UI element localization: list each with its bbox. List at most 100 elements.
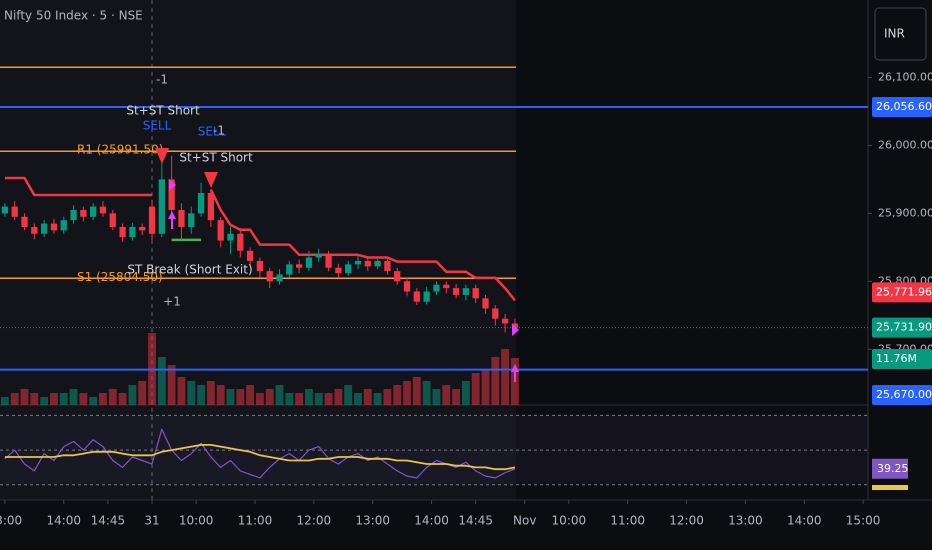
- volume-bar: [30, 393, 39, 405]
- volume-bar: [167, 365, 176, 405]
- volume-bar: [452, 389, 460, 405]
- sell-marker: [155, 148, 169, 164]
- candle-body: [197, 192, 205, 214]
- volume-bar: [236, 389, 245, 405]
- volume-bar: [501, 349, 510, 405]
- volume-bar: [461, 381, 470, 405]
- volume-bar: [481, 369, 490, 405]
- volume-bar: [305, 389, 313, 405]
- volume-bar: [40, 397, 49, 405]
- candle-body: [217, 220, 224, 241]
- chart-title: Nifty 50 Index · 5 · NSE: [4, 9, 143, 23]
- candle-body: [178, 209, 185, 227]
- candle-body: [168, 179, 175, 210]
- volume-bar: [275, 385, 284, 405]
- x-tick-label: 14:00: [414, 514, 449, 528]
- volume-bar: [412, 377, 421, 405]
- volume-bar: [344, 385, 353, 405]
- candle-body: [482, 298, 489, 309]
- candle-body: [305, 257, 313, 268]
- volume-bar: [128, 385, 137, 405]
- x-tick-label: 11:00: [610, 514, 645, 528]
- volume-bar: [197, 385, 205, 405]
- volume-bar: [363, 389, 372, 405]
- entry-marker: [511, 364, 519, 382]
- candle-body: [266, 271, 273, 282]
- x-tick-label: Nov: [513, 514, 536, 528]
- x-tick-label: 12:00: [669, 514, 704, 528]
- annotation: +1: [163, 295, 181, 309]
- candle-body: [325, 254, 332, 268]
- candle-body: [433, 284, 440, 292]
- x-tick-label: 14:00: [787, 514, 822, 528]
- supertrend-down: [4, 176, 152, 197]
- volume-bar: [373, 393, 382, 405]
- candle-body: [501, 318, 509, 324]
- volume-bar: [177, 377, 186, 405]
- candle-body: [472, 288, 479, 299]
- candle-body: [31, 226, 38, 234]
- x-tick-label: 12:00: [297, 514, 332, 528]
- candle-body: [109, 213, 116, 227]
- entry-marker: [168, 211, 176, 229]
- volume-bar: [422, 381, 431, 405]
- candle-body: [158, 179, 165, 234]
- volume-bar: [432, 389, 441, 405]
- volume-bar: [403, 381, 411, 405]
- annotation: -1: [156, 73, 168, 87]
- sell-marker: [204, 172, 218, 188]
- annotation: ST Break (Short Exit): [127, 263, 252, 277]
- annotation: St+ST Short: [126, 104, 200, 118]
- x-tick-label: 13:00: [355, 514, 390, 528]
- candle-body: [139, 226, 146, 231]
- candle-body: [364, 260, 371, 267]
- volume-bar: [314, 393, 323, 405]
- currency[interactable]: INR: [884, 27, 905, 41]
- candle-body: [188, 213, 195, 227]
- candle-body: [394, 271, 401, 282]
- x-tick-label: 13:00: [0, 514, 22, 528]
- x-tick-label: 13:00: [728, 514, 763, 528]
- volume-bar: [354, 393, 362, 405]
- volume-bar: [118, 393, 127, 405]
- hline-tag-bg: [872, 385, 932, 405]
- rsi-ma-tag: [872, 485, 908, 490]
- y-tick-label: 26,100.00: [878, 70, 932, 83]
- x-tick-label: 10:00: [179, 514, 214, 528]
- hline-tag: 26,056.60: [876, 100, 932, 113]
- rsi-tag: 39.25: [877, 462, 909, 475]
- exit-marker: [169, 179, 176, 191]
- volume-bar: [246, 385, 255, 405]
- volume-bar: [0, 397, 9, 405]
- volume-bar: [50, 393, 58, 405]
- session-background: [0, 0, 516, 500]
- volume-bar: [10, 393, 19, 405]
- candle-body: [148, 206, 156, 234]
- volume-bar: [79, 393, 88, 405]
- volume-bar: [226, 389, 235, 405]
- x-tick-label: 15:00: [846, 514, 881, 528]
- candle-body: [276, 274, 283, 282]
- x-tick-label: 31: [144, 514, 159, 528]
- candle-body: [237, 233, 244, 251]
- price-tag: 25,771.96: [876, 285, 932, 298]
- supertrend-down: [209, 189, 516, 302]
- volume-bar: [59, 393, 68, 405]
- candle-body: [335, 267, 342, 274]
- volume-bar: [383, 389, 392, 405]
- annotation: -1: [213, 124, 225, 138]
- candle-body: [423, 291, 430, 302]
- candle-body: [207, 192, 215, 221]
- volume-bar: [285, 393, 294, 405]
- volume-bar: [265, 389, 274, 405]
- volume-bar: [471, 373, 480, 405]
- candle-body: [129, 226, 136, 238]
- annotation: SELL: [143, 119, 172, 133]
- volume-bar: [442, 385, 451, 405]
- x-tick-label: 14:45: [91, 514, 126, 528]
- volume-bar: [138, 381, 147, 405]
- rsi-tag-bg: [872, 458, 908, 479]
- currency-button[interactable]: [874, 7, 927, 61]
